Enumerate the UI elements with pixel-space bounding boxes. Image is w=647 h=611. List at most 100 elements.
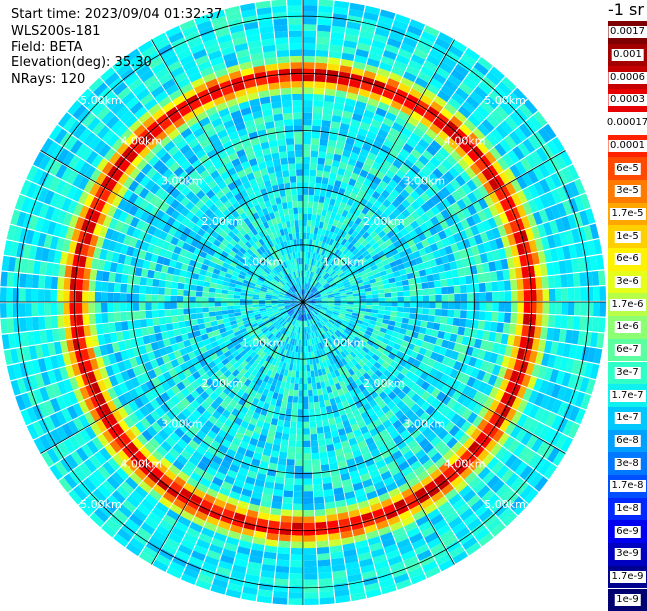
gate-cell: [311, 220, 316, 227]
gate-cell: [139, 294, 145, 302]
gate-cell: [509, 324, 517, 335]
gate-cell: [372, 298, 378, 302]
gate-cell: [465, 319, 472, 328]
gate-cell: [308, 396, 313, 403]
gate-cell: [319, 585, 333, 592]
gate-cell: [524, 290, 531, 301]
gate-cell: [510, 280, 517, 291]
gate-cell: [439, 272, 446, 280]
gate-cell: [320, 190, 326, 197]
gate-cell: [120, 293, 127, 302]
gate-cell: [535, 277, 542, 289]
gate-cell: [311, 440, 318, 447]
gate-cell: [64, 315, 71, 327]
gate-cell: [278, 547, 291, 554]
gate-cell: [240, 296, 247, 299]
gate-cell: [13, 288, 20, 302]
gate-cell: [221, 306, 228, 310]
gate-cell: [320, 132, 329, 139]
gate-cell: [304, 523, 315, 530]
gate-cell: [210, 316, 217, 322]
gate-cell: [288, 446, 296, 453]
gate-cell: [467, 302, 474, 310]
gate-cell: [379, 298, 385, 302]
gate-cell: [428, 315, 435, 322]
gate-cell: [298, 409, 303, 415]
gate-cell: [294, 491, 303, 498]
gate-cell: [529, 314, 536, 326]
gate-cell: [164, 309, 171, 316]
gate-cell: [196, 302, 202, 307]
gate-cell: [324, 95, 335, 103]
gate-cell: [290, 567, 303, 574]
gate-cell: [178, 276, 185, 283]
gate-cell: [454, 294, 461, 302]
gate-cell: [313, 389, 318, 396]
gate-cell: [19, 273, 26, 287]
gate-cell: [429, 309, 436, 316]
gate-cell: [503, 269, 511, 280]
gate-cell: [579, 272, 586, 286]
gate-cell: [197, 318, 204, 324]
gate-cell: [325, 502, 336, 510]
gate-cell: [153, 325, 161, 333]
gate-cell: [253, 304, 259, 307]
gate-cell: [89, 280, 96, 291]
gate-cell: [445, 325, 453, 333]
gate-cell: [170, 296, 176, 302]
gate-cell: [0, 287, 7, 302]
gate-cell: [586, 317, 593, 331]
gate-cell: [172, 275, 179, 282]
gate-cell: [76, 303, 83, 314]
gate-cell: [360, 302, 366, 305]
gate-cell: [102, 271, 109, 281]
gate-cell: [496, 322, 503, 332]
gate-cell: [317, 553, 330, 560]
gate-cell: [304, 453, 312, 460]
gate-cell: [289, 586, 303, 593]
gate-cell: [277, 419, 284, 426]
gate-cell: [303, 233, 306, 239]
gate-cell: [294, 384, 299, 391]
gate-cell: [318, 158, 326, 165]
gate-cell: [317, 433, 324, 440]
gate-cell: [215, 289, 222, 294]
gate-cell: [440, 317, 447, 325]
gate-cell: [447, 310, 454, 318]
gate-cell: [407, 273, 414, 280]
gate-cell: [177, 309, 184, 315]
gate-cell: [422, 315, 429, 322]
gate-cell: [479, 311, 486, 320]
gate-cell: [303, 422, 309, 428]
gate-cell: [298, 346, 301, 352]
gate-cell: [303, 37, 316, 44]
gate-cell: [486, 302, 493, 311]
gate-cell: [234, 302, 240, 305]
gate-cell: [215, 293, 222, 298]
gate-cell: [574, 287, 581, 300]
gate-cell: [420, 321, 427, 328]
gate-cell: [295, 460, 303, 466]
gate-cell: [314, 497, 324, 504]
gate-cell: [317, 541, 329, 548]
gate-cell: [38, 317, 45, 330]
gate-cell: [89, 314, 96, 325]
gate-cell: [303, 151, 310, 157]
gate-cell: [303, 378, 307, 384]
gate-cell: [44, 303, 51, 316]
gate-cell: [303, 87, 313, 94]
gate-cell: [503, 323, 511, 334]
gate-cell: [32, 303, 39, 316]
gate-cell: [599, 286, 606, 301]
gate-cell: [215, 298, 221, 302]
gate-cell: [307, 226, 311, 233]
gate-cell: [101, 282, 108, 292]
gate-cell: [324, 495, 334, 503]
gate-cell: [505, 291, 512, 301]
gate-cell: [299, 384, 303, 390]
gate-cell: [516, 279, 523, 290]
gate-cell: [311, 138, 319, 145]
gate-cell: [289, 592, 303, 599]
gate-cell: [291, 542, 303, 549]
gate-cell: [319, 0, 334, 7]
